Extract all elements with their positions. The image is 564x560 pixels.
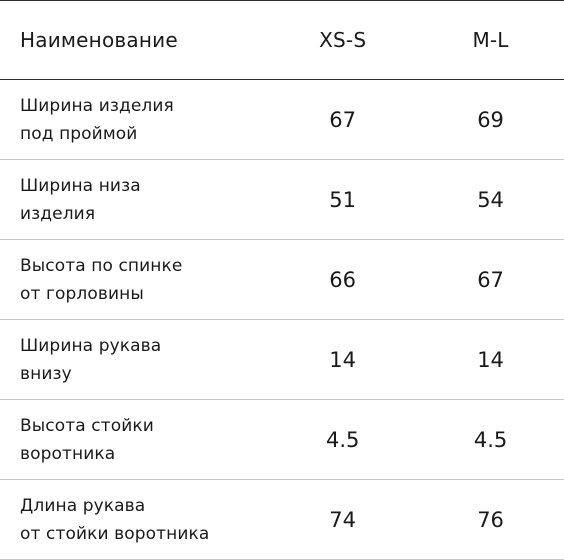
row-value-xs-s: 66 (329, 267, 357, 292)
row-value-m-l: 67 (477, 267, 504, 292)
row-name: Ширина низа изделия (20, 175, 141, 224)
row-name: Ширина рукава внизу (20, 335, 162, 384)
table-row: Ширина изделия под проймой 67 69 (0, 80, 564, 160)
table-row: Ширина рукава внизу 14 14 (0, 320, 564, 400)
row-value-m-l: 14 (477, 347, 504, 372)
row-name: Высота стойки воротника (20, 415, 154, 464)
header-size-xs-s: XS-S (319, 28, 367, 52)
row-value-xs-s: 14 (329, 347, 357, 372)
row-value-xs-s: 4.5 (325, 427, 360, 452)
table-row: Длина рукава от стойки воротника 74 76 (0, 480, 564, 560)
table-row: Ширина низа изделия 51 54 (0, 160, 564, 240)
row-name: Ширина изделия под проймой (20, 95, 174, 144)
row-value-m-l: 69 (477, 107, 504, 132)
table-header-row: Наименование XS-S M-L (0, 1, 564, 80)
row-name: Длина рукава от стойки воротника (20, 495, 210, 544)
header-size-m-l: M-L (472, 28, 509, 52)
row-value-m-l: 76 (477, 507, 504, 532)
row-value-xs-s: 67 (329, 107, 357, 132)
table-row: Высота стойки воротника 4.5 4.5 (0, 400, 564, 480)
row-name: Высота по спинке от горловины (20, 255, 183, 304)
row-value-m-l: 54 (477, 187, 504, 212)
row-value-xs-s: 74 (329, 507, 357, 532)
header-name: Наименование (20, 28, 178, 52)
row-value-m-l: 4.5 (473, 427, 508, 452)
row-value-xs-s: 51 (329, 187, 357, 212)
table-row: Высота по спинке от горловины 66 67 (0, 240, 564, 320)
